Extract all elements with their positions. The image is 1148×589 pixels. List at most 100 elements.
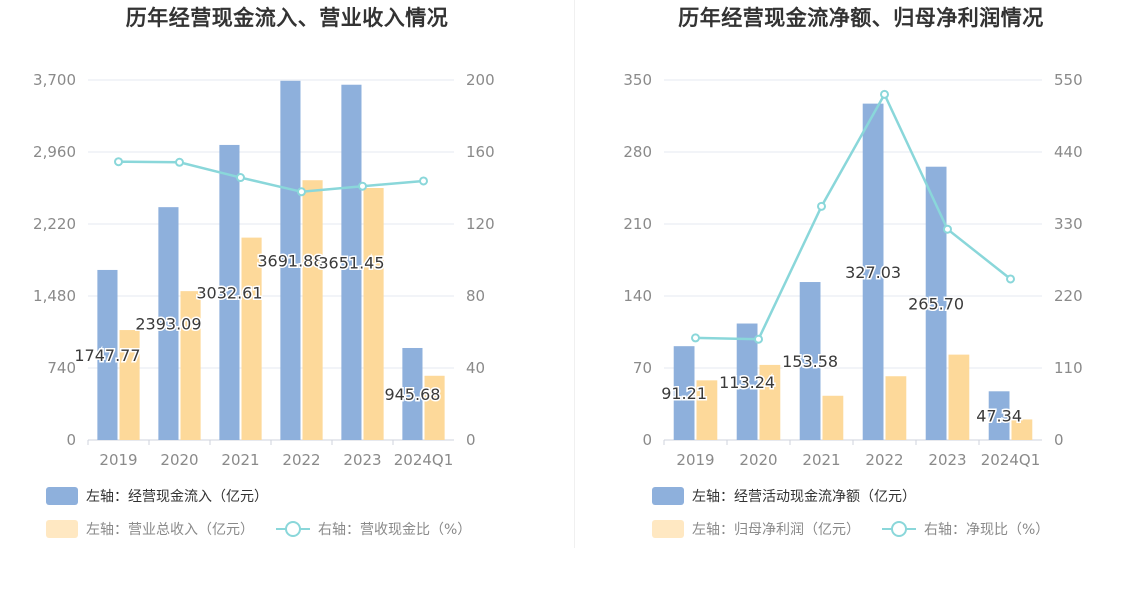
right-axis-tick-label: 110 xyxy=(1054,359,1083,377)
bar-secondary xyxy=(822,395,844,440)
legend-label: 左轴：经营现金流入（亿元） xyxy=(86,489,268,505)
line-point xyxy=(358,181,367,191)
legend-label: 左轴：经营活动现金流净额（亿元） xyxy=(692,489,916,505)
line-point xyxy=(817,201,826,211)
data-label: 265.70 xyxy=(908,294,964,313)
x-axis-category-label: 2019 xyxy=(676,451,714,469)
bar-primary xyxy=(402,347,423,440)
bar-secondary xyxy=(696,380,718,440)
left-axis-tick-label: 1,480 xyxy=(33,287,76,305)
right-axis-tick-label: 330 xyxy=(1054,215,1083,233)
bar-secondary xyxy=(424,375,445,440)
left-axis-tick-label: 140 xyxy=(623,287,652,305)
right-axis-tick-label: 120 xyxy=(466,215,495,233)
left-axis-tick-label: 350 xyxy=(623,71,652,89)
x-axis-category-label: 2021 xyxy=(802,451,840,469)
line-point xyxy=(691,333,700,343)
bar-primary xyxy=(736,323,758,440)
x-axis-category-label: 2019 xyxy=(99,451,137,469)
x-axis-category-label: 2024Q1 xyxy=(394,451,454,469)
bar-secondary xyxy=(759,364,781,440)
legend-item-revenue-cash-ratio[interactable]: 右轴：营收现金比（%） xyxy=(318,522,472,538)
legend-row: 左轴：归母净利润（亿元） 右轴：净现比（%） xyxy=(652,519,1049,539)
x-axis-category-label: 2023 xyxy=(343,451,381,469)
legend-item-net-cash-ratio[interactable]: 右轴：净现比（%） xyxy=(924,522,1050,538)
legend-item-net-cash-flow[interactable]: 左轴：经营活动现金流净额（亿元） xyxy=(652,486,916,506)
bar-secondary xyxy=(1011,419,1033,440)
legend-swatch xyxy=(46,520,78,538)
legend-row: 左轴：营业总收入（亿元） 右轴：营收现金比（%） xyxy=(46,519,471,539)
left-chart: 0 740 1,480 2,220 2,960 3,700 0 40 80 120 160 200 20… xyxy=(33,71,495,469)
line-point xyxy=(114,157,123,167)
data-label: 3651.45 xyxy=(318,253,384,272)
line-point xyxy=(943,224,952,234)
line-point xyxy=(880,89,889,99)
data-label: 91.21 xyxy=(661,384,707,403)
left-axis-tick-label: 2,220 xyxy=(33,215,76,233)
right-axis-tick-label: 220 xyxy=(1054,287,1083,305)
data-label: 327.03 xyxy=(845,263,901,282)
right-axis-tick-label: 0 xyxy=(1054,431,1064,449)
left-axis-tick-label: 2,960 xyxy=(33,143,76,161)
legend-swatch xyxy=(46,487,78,505)
left-axis-tick-label: 280 xyxy=(623,143,652,161)
x-axis-category-label: 2020 xyxy=(160,451,198,469)
bar-primary xyxy=(158,207,179,440)
right-chart-panel: 历年经营现金流净额、归母净利润情况 0 70 140 210 280 350 0 110 220… xyxy=(574,0,1148,589)
bar-primary xyxy=(799,282,821,440)
legend-item-cash-inflow[interactable]: 左轴：经营现金流入（亿元） xyxy=(46,486,268,506)
legend-item-net-profit[interactable]: 左轴：归母净利润（亿元） xyxy=(692,522,860,538)
line-point xyxy=(175,157,184,167)
bar-primary xyxy=(988,391,1010,440)
bar-primary xyxy=(862,103,884,441)
line-legend-icon xyxy=(882,520,916,538)
bar-secondary xyxy=(948,354,970,440)
left-axis-tick-label: 70 xyxy=(633,359,652,377)
bar-secondary xyxy=(302,180,323,440)
x-axis-category-label: 2021 xyxy=(221,451,259,469)
bar-secondary xyxy=(180,291,201,440)
line-point xyxy=(236,173,245,183)
legend-swatch xyxy=(652,520,684,538)
data-label: 1747.77 xyxy=(74,346,140,365)
right-axis-tick-label: 80 xyxy=(466,287,485,305)
panel-divider xyxy=(574,0,575,548)
bar-secondary xyxy=(119,330,140,440)
data-label: 945.68 xyxy=(384,385,440,404)
bar-primary xyxy=(219,144,240,440)
bar-primary xyxy=(280,80,301,441)
bar-primary xyxy=(925,166,947,441)
right-axis-tick-label: 440 xyxy=(1054,143,1083,161)
legend-item-revenue[interactable]: 左轴：营业总收入（亿元） xyxy=(86,522,254,538)
line-point xyxy=(419,176,428,186)
data-label: 153.58 xyxy=(782,352,838,371)
data-label: 3691.88 xyxy=(257,251,323,270)
chart-title: 历年经营现金流净额、归母净利润情况 xyxy=(678,6,1044,30)
series-line xyxy=(695,91,1012,341)
x-axis-category-label: 2022 xyxy=(282,451,320,469)
data-label: 47.34 xyxy=(976,407,1022,426)
line-point xyxy=(754,334,763,344)
legend-swatch xyxy=(652,487,684,505)
right-axis-tick-label: 40 xyxy=(466,359,485,377)
data-label: 2393.09 xyxy=(135,315,201,334)
x-axis-category-label: 2022 xyxy=(865,451,903,469)
x-axis-category-label: 2024Q1 xyxy=(981,451,1041,469)
left-axis-tick-label: 0 xyxy=(642,431,652,449)
data-label: 113.24 xyxy=(719,373,775,392)
bar-primary xyxy=(341,84,362,440)
x-axis-category-label: 2020 xyxy=(739,451,777,469)
right-axis-tick-label: 200 xyxy=(466,71,495,89)
x-axis-category-label: 2023 xyxy=(928,451,966,469)
data-label: 3032.61 xyxy=(196,283,262,302)
bar-secondary xyxy=(241,237,262,440)
line-point xyxy=(297,187,306,197)
left-axis-tick-label: 0 xyxy=(66,431,76,449)
chart-title: 历年经营现金流入、营业收入情况 xyxy=(125,6,449,30)
right-axis-tick-label: 550 xyxy=(1054,71,1083,89)
bar-primary xyxy=(97,269,118,440)
left-axis-tick-label: 3,700 xyxy=(33,71,76,89)
right-axis-tick-label: 0 xyxy=(466,431,476,449)
left-axis-tick-label: 740 xyxy=(47,359,76,377)
bar-primary xyxy=(673,346,695,440)
